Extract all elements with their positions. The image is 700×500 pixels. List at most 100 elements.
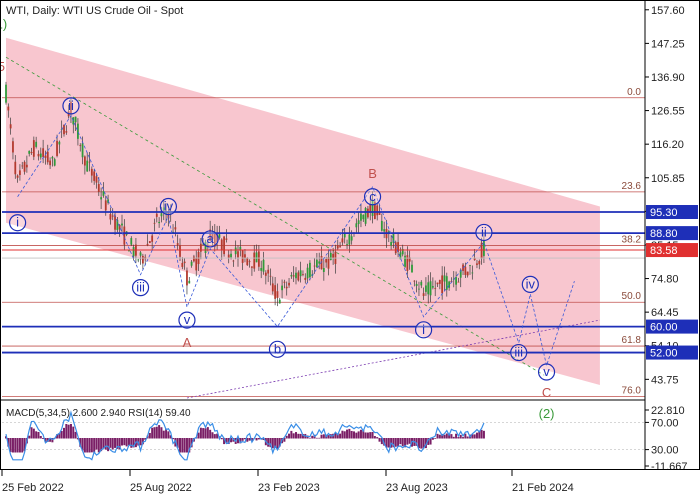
candle-body — [86, 160, 89, 172]
macd-bar — [63, 427, 65, 439]
wave-label: i — [422, 322, 425, 337]
candle-body — [14, 161, 17, 175]
candle-body — [97, 184, 100, 192]
macd-bar — [450, 434, 453, 439]
candle-body — [51, 156, 54, 159]
candle-body — [378, 212, 381, 215]
candle-body — [438, 279, 441, 284]
candle-body — [114, 215, 116, 230]
candle-body — [367, 208, 369, 218]
macd-bar — [104, 438, 107, 450]
macd-bar — [250, 438, 253, 441]
macd-bar — [151, 427, 154, 439]
macd-bar — [243, 438, 246, 440]
macd-bar — [274, 438, 277, 448]
indicator-tick-label: 70.00 — [651, 417, 679, 429]
candle-body — [148, 241, 151, 244]
wave-label: iv — [526, 276, 536, 291]
macd-bar — [37, 431, 40, 439]
macd-bar — [197, 432, 200, 439]
candle-body — [450, 281, 453, 283]
candle-body — [100, 197, 103, 200]
y-tick-label: 74.80 — [651, 274, 679, 286]
macd-bar — [397, 438, 400, 447]
candle-body — [413, 280, 416, 282]
candle-body — [28, 150, 31, 154]
macd-bar — [204, 428, 207, 439]
candle-body — [408, 257, 411, 262]
candle-body — [25, 164, 28, 168]
macd-bar — [109, 438, 112, 448]
candle-body — [246, 257, 249, 266]
wave-label: b — [274, 341, 281, 356]
candle-body — [225, 238, 228, 240]
candle-body — [473, 258, 476, 261]
candle-body — [74, 116, 77, 123]
candle-body — [30, 151, 33, 153]
macd-bar — [353, 431, 355, 439]
macd-bar — [72, 426, 75, 439]
macd-bar — [357, 431, 360, 439]
candle-body — [483, 240, 485, 256]
macd-bar — [183, 438, 186, 453]
candle-body — [118, 224, 121, 230]
macd-bar — [67, 424, 70, 439]
candle-body — [362, 214, 365, 220]
fib-level-label: 76.0 — [622, 385, 642, 396]
macd-bar — [399, 438, 402, 445]
price-tag-label: 83.58 — [650, 245, 678, 257]
candle-body — [425, 285, 427, 292]
candle-body — [12, 141, 14, 153]
candle-body — [239, 246, 242, 251]
candle-body — [264, 272, 267, 276]
y-tick-label: 105.85 — [651, 173, 685, 185]
candle-body — [218, 234, 221, 238]
candle-body — [360, 213, 362, 221]
macd-bar — [148, 432, 151, 439]
indicator-tick-label: 22.810 — [651, 405, 685, 417]
candle-body — [376, 205, 379, 216]
wave-label: A — [183, 335, 192, 350]
candle-body — [476, 263, 478, 265]
fib-level-label: 23.6 — [622, 181, 642, 192]
candle-body — [162, 207, 165, 211]
macd-bar — [343, 431, 346, 439]
macd-bar — [65, 424, 68, 439]
macd-bar — [269, 438, 272, 448]
macd-bar — [211, 432, 214, 439]
candle-body — [132, 247, 135, 257]
candle-body — [469, 265, 471, 266]
candle-body — [46, 151, 49, 163]
x-tick-label: 21 Feb 2024 — [512, 482, 574, 494]
macd-bar — [350, 430, 353, 439]
macd-bar — [295, 432, 297, 439]
y-tick-label: 43.75 — [651, 374, 679, 386]
elliott-wave-path — [17, 114, 575, 368]
candle-body — [155, 213, 158, 217]
candle-body — [137, 259, 140, 261]
candle-body — [151, 235, 154, 242]
y-tick-label: 126.55 — [651, 106, 685, 118]
candle-body — [339, 246, 341, 248]
candle-body — [220, 239, 223, 251]
macd-bar — [327, 435, 330, 439]
macd-bar — [11, 438, 14, 453]
macd-bar — [32, 428, 35, 439]
x-tick-label: 23 Aug 2023 — [386, 482, 448, 494]
macd-bar — [318, 437, 321, 439]
candle-body — [237, 251, 239, 258]
wave-label: 5 — [0, 59, 5, 74]
level-tag-label: 60.00 — [650, 322, 678, 334]
candle-body — [16, 175, 19, 178]
candle-body — [299, 270, 302, 277]
macd-bar — [127, 438, 130, 446]
macd-bar — [248, 438, 251, 441]
candle-body — [139, 252, 142, 256]
macd-bar — [459, 434, 462, 439]
candle-body — [262, 259, 265, 272]
candles-layer — [5, 81, 485, 307]
candle-body — [5, 84, 7, 103]
candle-body — [167, 212, 170, 218]
wave-label-circle — [178, 311, 196, 329]
